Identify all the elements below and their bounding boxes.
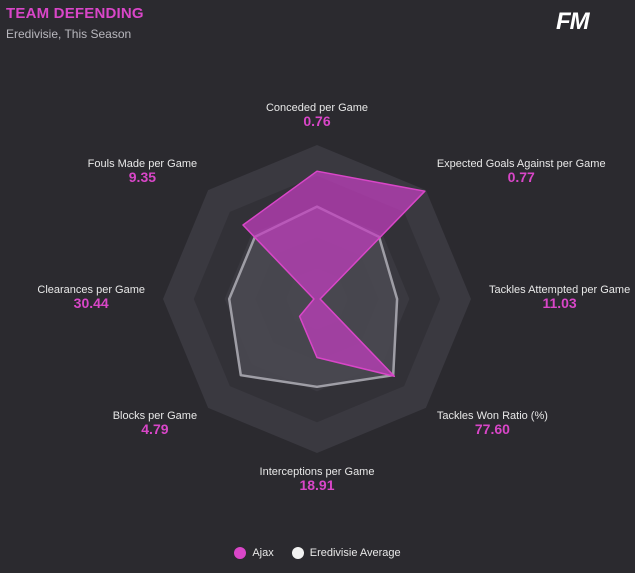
legend-label-average: Eredivisie Average <box>309 547 401 559</box>
axis-label: Fouls Made per Game <box>88 158 197 170</box>
axis-label: Clearances per Game <box>37 284 145 296</box>
chart-legend: Ajax Eredivisie Average <box>0 547 635 559</box>
fm-logo: FM <box>556 8 590 35</box>
axis-label: Blocks per Game <box>113 410 197 422</box>
axis-label: Conceded per Game <box>266 102 368 114</box>
axis-value: 0.77 <box>508 169 535 185</box>
axis-label: Tackles Attempted per Game <box>489 284 630 296</box>
axis-value: 4.79 <box>141 421 168 437</box>
legend-swatch-ajax <box>234 547 247 559</box>
axis-value: 11.03 <box>542 295 576 311</box>
page-subtitle: Eredivisie, This Season <box>6 27 132 41</box>
legend-item-ajax[interactable]: Ajax <box>234 547 274 559</box>
axis-value: 30.44 <box>74 295 109 311</box>
legend-item-average[interactable]: Eredivisie Average <box>291 547 401 559</box>
axis-value: 18.91 <box>299 477 334 493</box>
axis-value: 77.60 <box>475 421 510 437</box>
axis-value: 0.76 <box>303 113 330 129</box>
axis-label: Expected Goals Against per Game <box>437 158 606 170</box>
axis-label: Interceptions per Game <box>260 466 375 478</box>
legend-label-ajax: Ajax <box>252 547 274 559</box>
page-title: TEAM DEFENDING <box>6 5 144 22</box>
radar-series-ajax <box>242 170 426 378</box>
legend-swatch-average <box>291 547 304 559</box>
axis-label: Tackles Won Ratio (%) <box>437 410 548 422</box>
axis-value: 9.35 <box>129 169 156 185</box>
